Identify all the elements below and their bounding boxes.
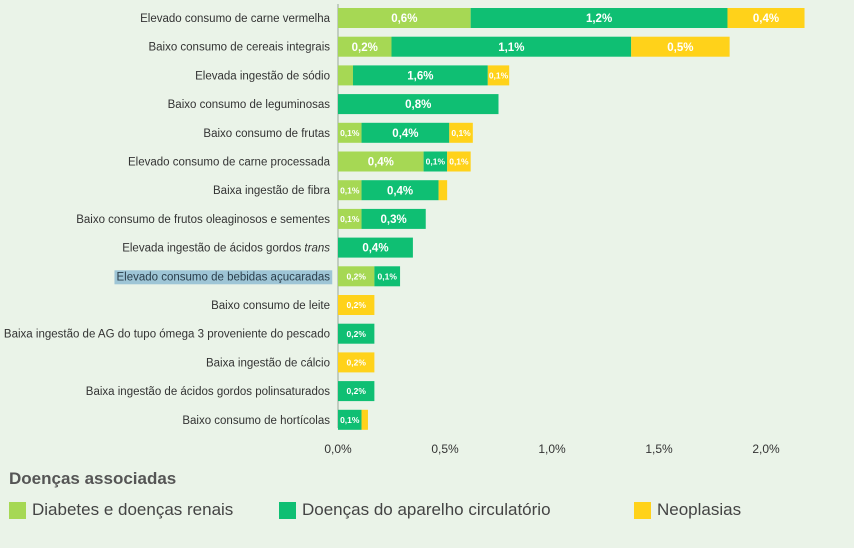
bar-value-label: 0,1% bbox=[340, 415, 360, 425]
category-label: Baixo consumo de hortícolas bbox=[182, 415, 330, 427]
bar-value-label: 1,1% bbox=[498, 42, 524, 54]
bar-value-label: 0,2% bbox=[352, 42, 378, 54]
bar-segment bbox=[449, 122, 473, 143]
category-label: Baixa ingestão de fibra bbox=[213, 185, 331, 197]
category-label: Elevada ingestão de ácidos gordos trans bbox=[122, 243, 330, 255]
x-tick-label: 0,5% bbox=[431, 442, 459, 456]
bar-value-label: 0,5% bbox=[667, 42, 693, 54]
bar-value-label: 0,4% bbox=[753, 13, 779, 25]
bar-value-label: 0,1% bbox=[489, 70, 509, 80]
bar-value-label: 0,6% bbox=[391, 13, 417, 25]
bar-value-label: 0,2% bbox=[347, 329, 367, 339]
category-label: Elevado consumo de carne processada bbox=[128, 157, 331, 169]
legend-swatch bbox=[634, 501, 651, 519]
bar-segment bbox=[338, 237, 413, 258]
bar-value-label: 0,2% bbox=[347, 357, 367, 367]
bar-value-label: 0,4% bbox=[368, 157, 394, 169]
legend-item: Diabetes e doenças renais bbox=[9, 500, 233, 520]
bar-segment bbox=[352, 65, 488, 86]
bar-segment bbox=[423, 151, 448, 172]
bar-segment bbox=[338, 323, 375, 344]
category-label: Baixo consumo de leite bbox=[211, 300, 330, 312]
bar-segment bbox=[374, 266, 401, 287]
legend-item: Neoplasias bbox=[634, 500, 741, 520]
bar-segment bbox=[470, 8, 728, 28]
bar-segment bbox=[338, 352, 375, 373]
category-label: Baixa ingestão de ácidos gordos polinsat… bbox=[86, 386, 330, 398]
bar-segment bbox=[361, 180, 439, 201]
legend-label: Doenças do aparelho circulatório bbox=[302, 500, 551, 519]
bar-segment bbox=[487, 65, 510, 86]
bar-segment bbox=[631, 36, 730, 57]
bar-segment bbox=[338, 409, 362, 430]
x-tick-label: 0,0% bbox=[324, 442, 352, 456]
bar-value-label: 0,4% bbox=[392, 128, 418, 140]
bar-value-label: 0,4% bbox=[387, 185, 413, 197]
bar-segment bbox=[338, 208, 362, 229]
x-tick-label: 2,0% bbox=[752, 442, 780, 456]
bar-segment bbox=[438, 180, 448, 201]
legend: Diabetes e doenças renais Doenças do apar… bbox=[9, 500, 854, 530]
legend-item: Doenças do aparelho circulatório bbox=[279, 500, 551, 520]
bar-value-label: 0,1% bbox=[340, 214, 360, 224]
x-tick-label: 1,0% bbox=[538, 442, 566, 456]
category-label: Elevado consumo de carne vermelha bbox=[140, 13, 330, 25]
category-label: Baixa ingestão de cálcio bbox=[206, 357, 330, 369]
category-label: Baixa ingestão de AG do tupo ómega 3 pro… bbox=[4, 329, 330, 341]
bar-segment bbox=[338, 36, 392, 57]
bar-segment bbox=[338, 94, 499, 115]
legend-label: Neoplasias bbox=[657, 500, 742, 519]
bar-value-label: 0,1% bbox=[451, 128, 471, 138]
bar-value-label: 0,2% bbox=[347, 300, 367, 310]
bar-value-label: 0,1% bbox=[449, 157, 469, 167]
bar-segment bbox=[391, 36, 632, 57]
bar-segment bbox=[338, 122, 362, 143]
bar-segment bbox=[338, 8, 471, 28]
category-label: Elevada ingestão de sódio bbox=[195, 70, 330, 82]
bar-segment bbox=[338, 266, 375, 287]
legend-swatch bbox=[279, 501, 296, 519]
category-label: Elevado consumo de bebidas açucaradas bbox=[116, 271, 330, 283]
bar-segment bbox=[447, 151, 471, 172]
legend-swatch bbox=[9, 501, 26, 519]
bar-value-label: 0,2% bbox=[347, 386, 367, 396]
label-highlight bbox=[114, 270, 333, 285]
bar-segment bbox=[338, 65, 353, 86]
bar-value-label: 0,8% bbox=[405, 99, 431, 111]
bar-value-label: 1,6% bbox=[407, 71, 433, 83]
legend-title: Doenças associadas bbox=[9, 469, 177, 488]
bar-segment bbox=[727, 8, 805, 28]
bar-value-label: 0,1% bbox=[340, 185, 360, 195]
bar-segment bbox=[361, 122, 450, 143]
bar-value-label: 0,1% bbox=[340, 128, 360, 138]
bar-value-label: 0,4% bbox=[362, 243, 388, 255]
category-label: Baixo consumo de cereais integrais bbox=[148, 42, 330, 54]
bar-segment bbox=[338, 381, 375, 402]
bar-value-label: 0,3% bbox=[381, 214, 407, 226]
bar-segment bbox=[338, 295, 375, 315]
bar-segment bbox=[361, 208, 426, 229]
legend-label: Diabetes e doenças renais bbox=[32, 500, 234, 519]
category-label: Baixo consumo de frutas bbox=[203, 128, 330, 140]
x-tick-label: 1,5% bbox=[645, 442, 673, 456]
bar-value-label: 0,1% bbox=[378, 271, 398, 281]
bar-segment bbox=[361, 409, 368, 430]
bar-segment bbox=[338, 180, 362, 201]
bar-value-label: 0,1% bbox=[426, 157, 446, 167]
bar-segment bbox=[338, 151, 424, 172]
bar-value-label: 1,2% bbox=[586, 13, 612, 25]
category-label: Baixo consumo de leguminosas bbox=[168, 99, 331, 111]
bar-value-label: 0,2% bbox=[347, 271, 367, 281]
category-label: Baixo consumo de frutos oleaginosos e se… bbox=[76, 214, 330, 226]
